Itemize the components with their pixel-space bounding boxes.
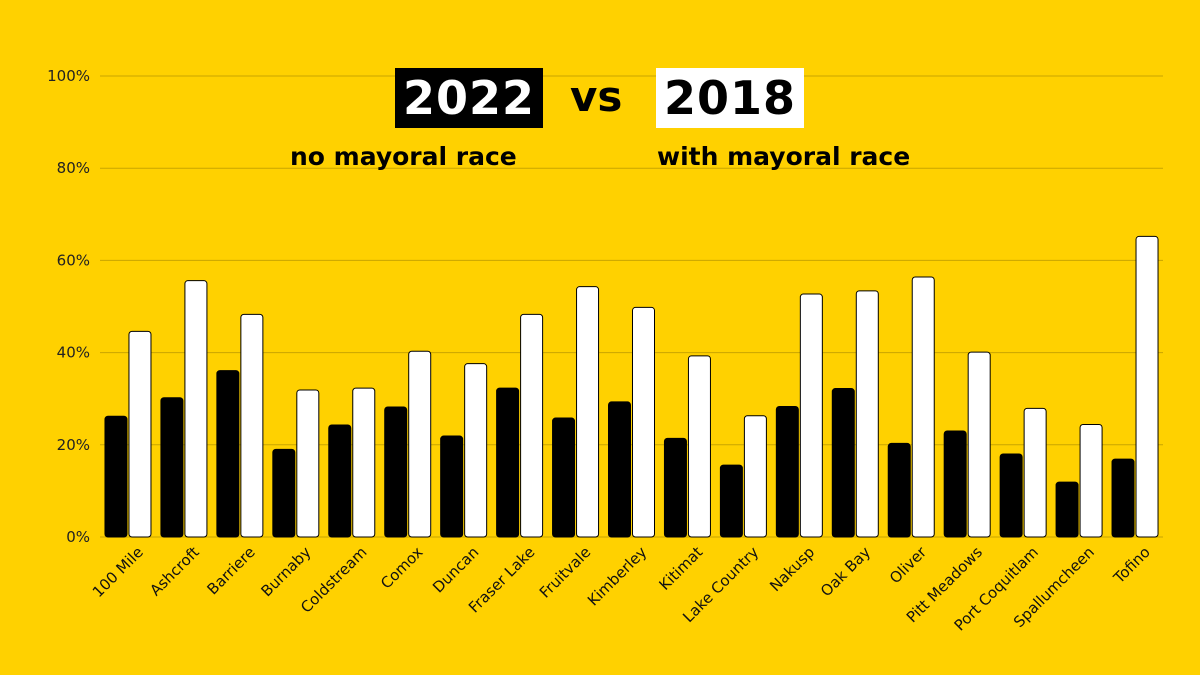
y-tick-label: 60% <box>57 251 90 269</box>
bar-2018 <box>1135 235 1159 538</box>
bar-2018 <box>1023 407 1047 538</box>
y-tick-label: 0% <box>66 528 90 546</box>
bar-2018 <box>576 286 600 538</box>
bar-2018 <box>855 290 879 538</box>
y-tick-label: 40% <box>57 344 90 362</box>
x-tick-label: Fruitvale <box>536 543 595 602</box>
subtitle-2018: with mayoral race <box>657 142 911 171</box>
bar-2022 <box>663 437 687 538</box>
bar-2022 <box>216 370 240 538</box>
bar-2018 <box>408 350 432 538</box>
bar-2022 <box>496 387 520 538</box>
title-vs: vs <box>570 72 623 121</box>
bar-2022 <box>831 388 855 538</box>
bar-2018 <box>687 355 711 538</box>
bar-2022 <box>1055 481 1079 538</box>
bar-2022 <box>104 415 128 538</box>
bar-2018 <box>520 313 544 538</box>
bar-2022 <box>328 424 352 538</box>
bar-2018 <box>911 276 935 538</box>
bar-2018 <box>128 330 152 538</box>
title-year-2022: 2022 <box>395 68 544 128</box>
bar-2018 <box>240 313 264 538</box>
bar-2022 <box>160 397 184 538</box>
x-tick-label: Burnaby <box>258 543 315 600</box>
x-tick-label: Tofino <box>1109 543 1154 588</box>
bar-2022 <box>719 464 743 538</box>
bar-2018 <box>464 363 488 538</box>
subtitle-2022: no mayoral race <box>290 142 517 171</box>
x-tick-label: Ashcroft <box>146 543 202 599</box>
bar-2018 <box>352 387 376 538</box>
bar-2018 <box>184 280 208 538</box>
bar-2022 <box>999 453 1023 538</box>
x-tick-label: Duncan <box>429 543 482 596</box>
bar-2022 <box>1111 458 1135 538</box>
bar-2022 <box>775 406 799 538</box>
bar-2018 <box>743 415 767 538</box>
x-tick-label: Comox <box>377 543 426 592</box>
bar-2018 <box>799 293 823 538</box>
bar-2022 <box>440 435 464 538</box>
x-tick-label: 100 Mile <box>89 543 147 601</box>
x-tick-label: Barriere <box>204 543 259 598</box>
y-tick-label: 20% <box>57 436 90 454</box>
x-tick-label: Nakusp <box>766 543 818 595</box>
bar-2022 <box>608 401 631 538</box>
bar-2022 <box>272 448 296 538</box>
x-tick-label: Oak Bay <box>817 543 874 600</box>
x-tick-label: Kitimat <box>656 543 707 594</box>
bar-2022 <box>384 406 408 538</box>
bar-2018 <box>1079 424 1103 538</box>
y-tick-label: 100% <box>47 67 90 85</box>
x-tick-label: Oliver <box>886 543 931 588</box>
bar-2018 <box>632 306 655 538</box>
x-tick-label: Kimberley <box>584 543 650 609</box>
bar-2018 <box>296 389 320 538</box>
bar-2022 <box>943 430 967 538</box>
bar-2022 <box>552 417 576 538</box>
y-tick-label: 80% <box>57 159 90 177</box>
bar-2022 <box>887 442 911 538</box>
bar-2018 <box>967 351 991 538</box>
title-year-2018: 2018 <box>656 68 805 128</box>
